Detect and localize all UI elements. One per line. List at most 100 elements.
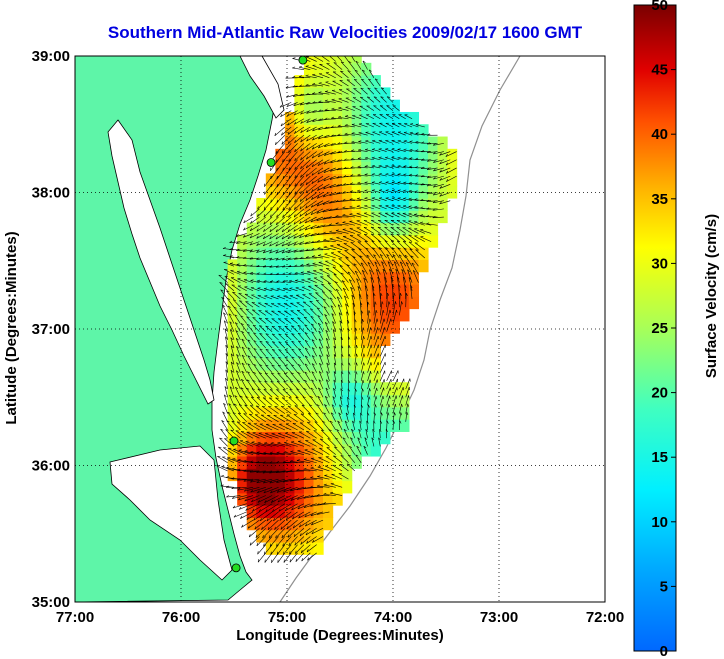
velocity-vector-head — [415, 123, 419, 125]
velocity-vector-head — [322, 224, 326, 227]
velocity-vector — [399, 301, 402, 316]
velocity-vector — [329, 175, 343, 180]
velocity-vector — [300, 102, 311, 106]
velocity-cell — [275, 517, 286, 531]
velocity-vector — [305, 519, 317, 527]
velocity-cell — [389, 419, 400, 432]
velocity-vector — [236, 354, 241, 365]
velocity-vector-head — [368, 78, 372, 81]
velocity-vector-head — [316, 512, 320, 515]
velocity-vector-head — [310, 504, 313, 507]
velocity-vector — [278, 433, 292, 439]
velocity-vector-head — [369, 379, 372, 383]
velocity-cell — [437, 185, 448, 199]
velocity-cell — [361, 148, 372, 162]
velocity-vector-head — [397, 240, 401, 243]
velocity-vector — [259, 356, 267, 365]
velocity-vector-head — [432, 215, 436, 219]
velocity-vector-head — [386, 96, 390, 98]
velocity-cell — [323, 210, 334, 224]
velocity-vector — [306, 118, 317, 123]
velocity-cell — [399, 296, 410, 310]
velocity-cell — [351, 419, 362, 432]
velocity-vector-head — [239, 395, 243, 398]
velocity-cell — [294, 247, 305, 260]
velocity-cell — [313, 455, 324, 469]
velocity-vector — [433, 151, 444, 155]
velocity-vector — [232, 291, 241, 300]
velocity-vector-head — [318, 100, 322, 103]
velocity-vector — [324, 465, 336, 472]
velocity-vector-head — [289, 559, 291, 563]
velocity-cell — [313, 492, 324, 506]
velocity-vector-head — [348, 61, 352, 63]
velocity-vector — [352, 115, 362, 120]
velocity-vector-head — [269, 243, 272, 247]
velocity-vector — [348, 279, 356, 291]
velocity-vector-head — [249, 249, 253, 253]
velocity-vector — [284, 364, 292, 373]
velocity-vector — [302, 301, 311, 308]
velocity-vector — [299, 224, 311, 232]
velocity-vector-head — [348, 454, 352, 457]
velocity-cell — [256, 197, 267, 211]
velocity-vector — [324, 314, 330, 324]
velocity-vector-head — [299, 235, 302, 239]
velocity-vector-head — [335, 192, 339, 195]
velocity-vector-head — [256, 461, 260, 463]
velocity-vector — [385, 148, 394, 152]
velocity-cell — [246, 308, 257, 322]
velocity-vector — [360, 412, 362, 422]
velocity-vector — [300, 110, 311, 115]
velocity-vector — [349, 235, 362, 242]
velocity-vector — [446, 175, 457, 182]
velocity-vector-head — [246, 379, 250, 382]
velocity-vector — [216, 465, 228, 472]
velocity-cell — [342, 75, 353, 88]
velocity-vector — [300, 175, 311, 186]
velocity-vector — [354, 270, 362, 283]
velocity-vector — [310, 467, 324, 472]
velocity-vector — [249, 233, 260, 239]
y-axis-title: Latitude (Degrees:Minutes) — [3, 231, 20, 424]
velocity-vector — [299, 192, 311, 202]
velocity-vector-head — [275, 150, 277, 154]
velocity-vector-head — [301, 278, 305, 281]
velocity-vector-head — [384, 240, 388, 242]
velocity-vector-head — [374, 412, 377, 416]
velocity-cell — [342, 468, 353, 482]
velocity-vector-head — [265, 356, 269, 359]
velocity-vector-head — [368, 310, 371, 314]
velocity-vector-head — [304, 227, 308, 231]
velocity-vector-head — [347, 388, 350, 392]
velocity-vector — [218, 274, 228, 283]
velocity-vector — [367, 396, 370, 406]
velocity-vector — [285, 85, 298, 89]
velocity-vector — [358, 248, 368, 259]
velocity-vector-head — [318, 338, 322, 341]
velocity-vector — [263, 487, 279, 494]
velocity-vector — [360, 327, 364, 340]
velocity-vector-head — [241, 362, 245, 365]
velocity-vector-head — [321, 429, 325, 432]
velocity-vector — [324, 151, 336, 156]
velocity-vector — [256, 257, 266, 260]
velocity-cell — [313, 468, 324, 482]
velocity-vector-head — [281, 150, 284, 154]
velocity-vector-head — [317, 475, 321, 477]
velocity-vector — [402, 276, 407, 291]
velocity-vector-head — [224, 438, 228, 440]
velocity-vector — [299, 528, 311, 537]
velocity-vector-head — [280, 526, 283, 530]
velocity-vector-head — [331, 107, 335, 110]
velocity-vector-head — [362, 380, 365, 384]
velocity-vector-head — [336, 159, 340, 162]
velocity-vector-head — [420, 191, 424, 194]
velocity-vector-head — [370, 353, 373, 357]
velocity-vector-head — [236, 346, 239, 349]
velocity-vector — [237, 278, 247, 283]
velocity-vector-head — [387, 292, 390, 296]
velocity-vector-head — [351, 123, 355, 125]
velocity-vector-head — [294, 271, 298, 274]
velocity-cell — [294, 173, 305, 187]
